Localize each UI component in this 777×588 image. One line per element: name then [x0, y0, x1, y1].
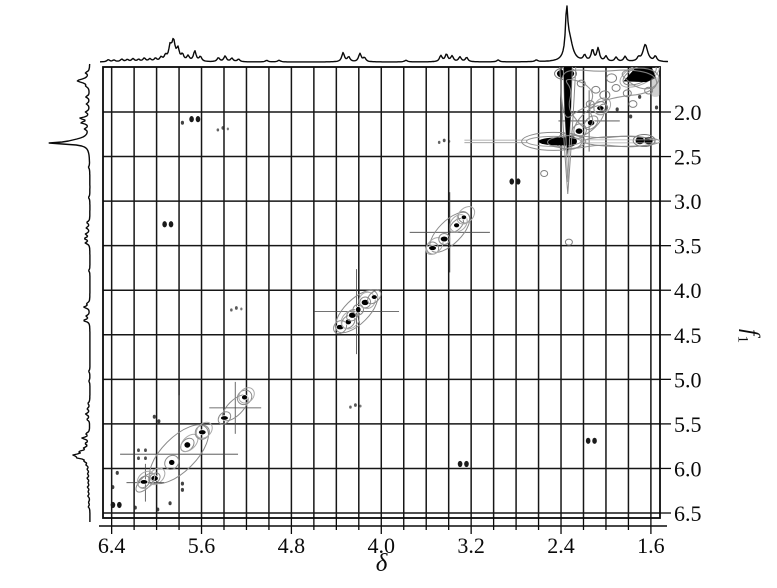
x-tick-label: 3.2 [457, 533, 485, 558]
x-tick-label: 4.0 [368, 533, 396, 558]
y-tick-label: 4.0 [674, 278, 702, 303]
x-tick-label: 2.4 [547, 533, 575, 558]
y-axis-label: f1 [734, 319, 764, 353]
x-tick-label: 6.4 [98, 533, 126, 558]
y-tick-label: 6.0 [674, 456, 702, 481]
y-tick-label: 3.0 [674, 189, 702, 214]
crosspeak-features [110, 67, 660, 514]
y-tick-label: 2.5 [674, 145, 702, 170]
x-axis-label: δ [375, 550, 388, 577]
y-tick-label: 3.5 [674, 234, 702, 259]
left-projection-trace [48, 63, 91, 522]
grid-lines [103, 67, 660, 518]
x-tick-label: 4.8 [278, 533, 306, 558]
y-tick-label: 5.0 [674, 367, 702, 392]
y-tick-label: 6.5 [674, 501, 702, 526]
x-tick-label: 5.6 [188, 533, 216, 558]
axis-ticks [111, 111, 671, 534]
y-tick-label: 2.0 [674, 100, 702, 125]
y-tick-label: 4.5 [674, 323, 702, 348]
x-tick-label: 1.6 [637, 533, 665, 558]
y-tick-label: 5.5 [674, 412, 702, 437]
y-axis-label-sub: 1 [734, 335, 751, 343]
top-projection-trace [100, 5, 669, 63]
tick-labels: 6.4 5.6 4.8 4.0 3.2 2.4 1.6 2.0 2.5 3.0 3.5 4.0 4.5 5… [98, 100, 702, 558]
